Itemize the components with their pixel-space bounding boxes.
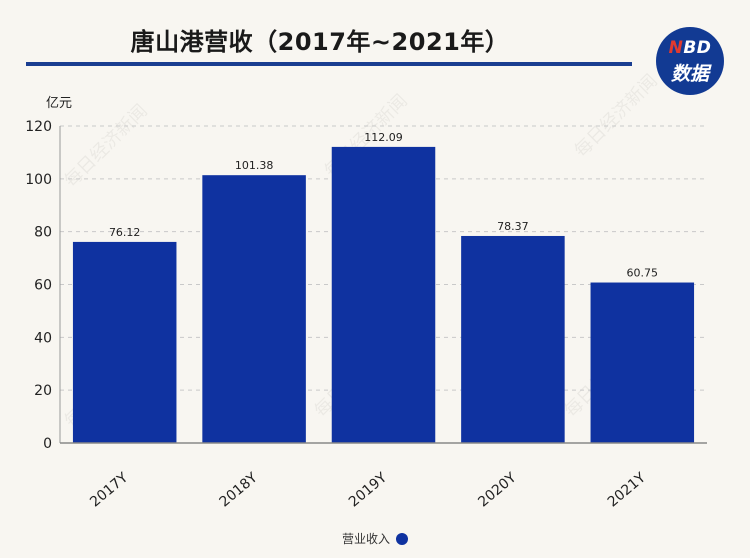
bars xyxy=(72,146,695,444)
logo-n: N xyxy=(668,38,684,58)
logo-bd: BD xyxy=(683,38,712,58)
bar-value-label: 76.12 xyxy=(109,226,141,239)
y-axis: 0 20 40 60 80 100 120 xyxy=(25,119,61,452)
title-underline xyxy=(26,62,632,66)
logo-line2: 数据 xyxy=(670,63,709,85)
y-tick-label: 40 xyxy=(34,330,52,346)
data-labels: 76.12 101.38 112.09 78.37 60.75 xyxy=(109,131,658,280)
bar xyxy=(590,282,695,443)
y-tick-label: 80 xyxy=(34,225,52,241)
x-tick-label: 2019Y xyxy=(346,470,390,511)
y-tick-label: 60 xyxy=(34,278,52,294)
x-tick-label: 2020Y xyxy=(475,470,519,511)
legend-swatch xyxy=(396,532,408,545)
bar-value-label: 101.38 xyxy=(235,159,274,172)
bar xyxy=(202,175,306,443)
x-tick-label: 2021Y xyxy=(605,470,649,511)
legend: 营业收入 xyxy=(0,530,750,547)
bar-value-label: 60.75 xyxy=(627,267,659,280)
y-tick-label: 0 xyxy=(43,436,52,452)
x-axis: 2017Y 2018Y 2019Y 2020Y 2021Y xyxy=(60,442,707,511)
watermark-text: 每日经济新闻 xyxy=(571,71,662,162)
y-axis-label: 亿元 xyxy=(46,96,72,111)
bar-value-label: 112.09 xyxy=(364,131,403,144)
watermark-text: 每日经济新闻 xyxy=(61,101,152,192)
x-tick-label: 2018Y xyxy=(217,470,261,511)
y-tick-label: 120 xyxy=(25,119,52,135)
bar-value-label: 78.37 xyxy=(497,220,529,233)
nbd-logo: NBD 数据 xyxy=(656,27,724,95)
bar xyxy=(461,235,565,443)
chart-title: 唐山港营收（2017年~2021年） xyxy=(130,28,510,56)
y-tick-label: 20 xyxy=(34,383,52,399)
logo-line1: NBD xyxy=(656,38,724,58)
bar xyxy=(72,241,177,443)
y-tick-label: 100 xyxy=(25,172,52,188)
legend-label: 营业收入 xyxy=(341,532,390,546)
bar xyxy=(331,146,436,444)
x-tick-label: 2017Y xyxy=(87,470,131,511)
